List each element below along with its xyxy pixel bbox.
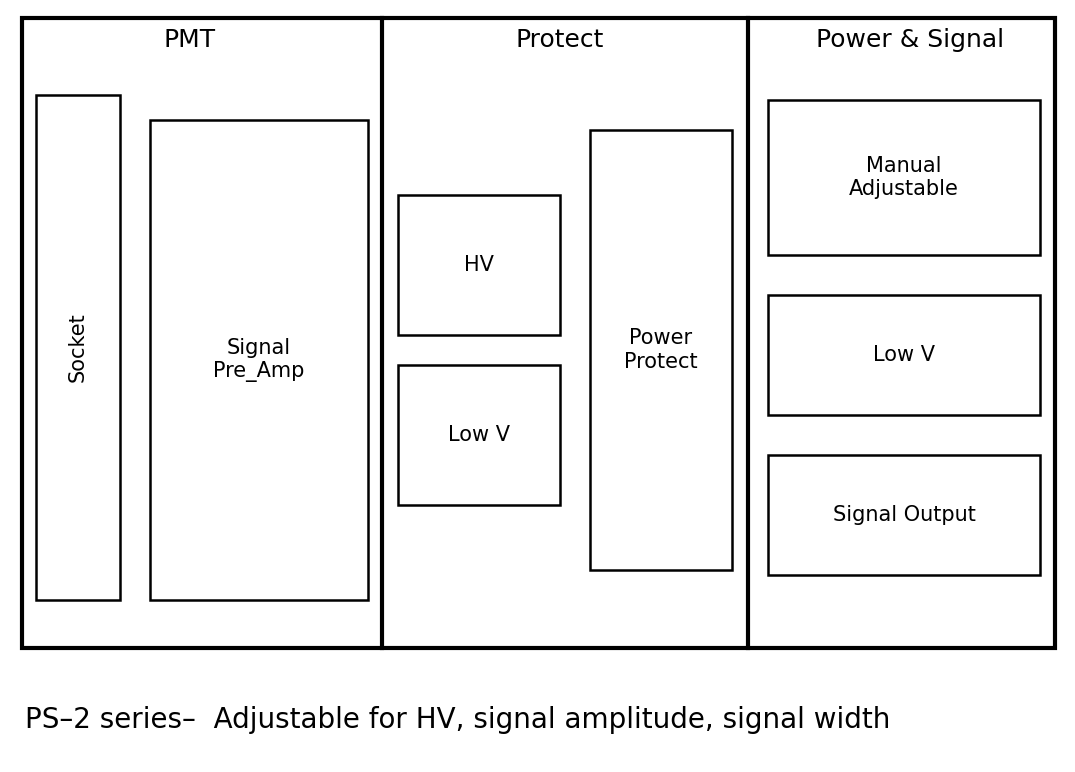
Bar [590, 130, 732, 570]
Bar [398, 365, 560, 505]
Bar [151, 120, 368, 600]
Text: Low V: Low V [448, 425, 510, 445]
Text: PMT: PMT [163, 28, 216, 52]
Bar [398, 195, 560, 335]
Text: Protect: Protect [516, 28, 604, 52]
Text: Socket: Socket [68, 313, 88, 382]
Text: Power
Protect: Power Protect [625, 328, 698, 371]
Text: Manual
Adjustable: Manual Adjustable [849, 156, 959, 199]
Text: Signal
Pre_Amp: Signal Pre_Amp [213, 338, 304, 382]
Bar [35, 95, 120, 600]
Text: Power & Signal: Power & Signal [816, 28, 1004, 52]
Text: Signal Output: Signal Output [832, 505, 975, 525]
Text: Low V: Low V [873, 345, 935, 365]
Bar [768, 295, 1040, 415]
Bar [768, 455, 1040, 575]
Text: HV: HV [464, 255, 493, 275]
Bar [22, 18, 1055, 648]
Text: PS–2 series–  Adjustable for HV, signal amplitude, signal width: PS–2 series– Adjustable for HV, signal a… [25, 706, 890, 734]
Bar [768, 100, 1040, 255]
